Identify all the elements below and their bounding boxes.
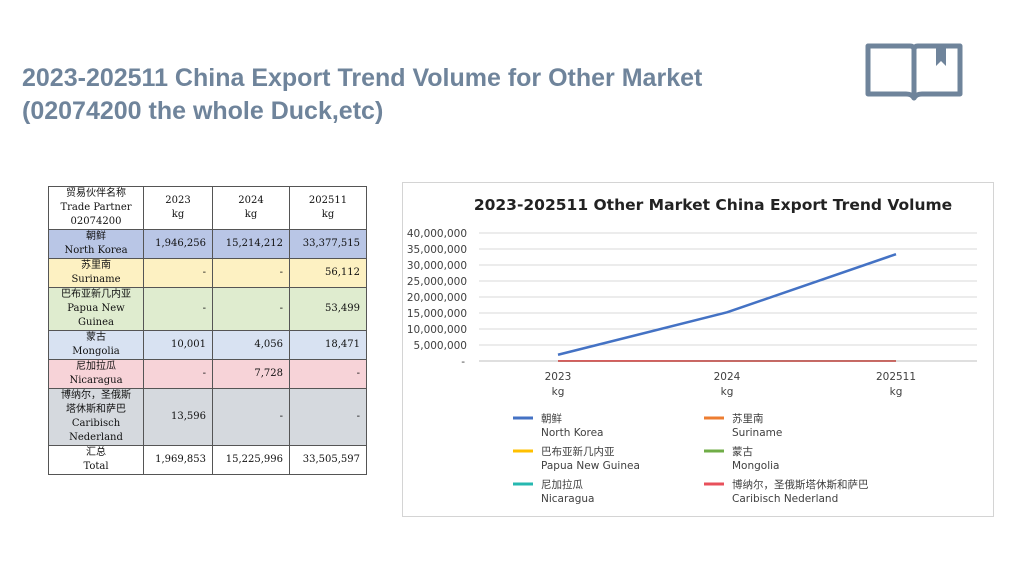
total-cell: 33,505,597 [289,445,367,475]
value-cell: 1,946,256 [143,229,213,259]
y-tick-label: 35,000,000 [407,244,467,256]
value-cell: - [289,388,367,446]
x-tick-label: 202511 [876,371,916,383]
y-tick-label: 15,000,000 [407,308,467,320]
partner-cell: 苏里南 Suriname [48,258,144,288]
value-cell: - [212,258,290,288]
legend-label-en: Caribisch Nederland [732,493,838,505]
header-partner: 贸易伙伴名称 Trade Partner 02074200 [48,186,144,230]
value-cell: 15,214,212 [212,229,290,259]
table-row: 尼加拉瓜 Nicaragua - 7,728 - [48,359,367,389]
series-line-0 [557,253,897,356]
partner-cell: 尼加拉瓜 Nicaragua [48,359,144,389]
x-tick-unit-label: kg [552,386,565,398]
y-tick-label: 20,000,000 [407,292,467,304]
table-row: 苏里南 Suriname - - 56,112 [48,258,367,288]
legend-label: 巴布亚新几内亚 [541,445,615,458]
legend-label-en: Papua New Guinea [541,460,640,472]
legend-label: 尼加拉瓜 [541,478,583,491]
table-row: 巴布亚新几内亚 Papua New Guinea - - 53,499 [48,287,367,331]
slide-title: 2023-202511 China Export Trend Volume fo… [22,62,882,128]
x-axis-ticks: 2023 kg 2024 kg 202511 kg [545,371,916,398]
y-tick-label: 25,000,000 [407,276,467,288]
chart-title: 2023-202511 Other Market China Export Tr… [474,196,952,214]
legend-label-en: Nicaragua [541,493,594,505]
legend-label-en: Mongolia [732,460,780,472]
legend-label-en: Suriname [732,427,782,439]
value-cell: 18,471 [289,330,367,360]
legend-label: 朝鲜 [541,412,562,425]
trade-table: 贸易伙伴名称 Trade Partner 02074200 2023 kg 20… [48,186,367,475]
legend-label-en: North Korea [541,427,603,439]
y-axis-ticks: - 5,000,000 10,000,000 15,000,000 20,000,000… [407,228,467,368]
chart-series [557,253,897,362]
value-cell: 13,596 [143,388,213,446]
value-cell: 10,001 [143,330,213,360]
value-cell: 56,112 [289,258,367,288]
partner-cell: 汇总 Total [48,445,144,475]
header-202511: 202511 kg [289,186,367,230]
value-cell: - [289,359,367,389]
chart-legend: 朝鲜 North Korea 苏里南 Suriname 巴布亚新几内亚 Papua New… [513,412,869,505]
value-cell: 4,056 [212,330,290,360]
table-row: 博纳尔，圣俄斯 塔休斯和萨巴 Caribisch Nederland 13,59… [48,388,367,446]
x-tick-label: 2023 [545,371,572,383]
value-cell: - [212,388,290,446]
value-cell: 33,377,515 [289,229,367,259]
chart-canvas: 2023-202511 Other Market China Export Tr… [407,196,977,505]
book-bookmark-icon [865,43,963,101]
legend-label: 苏里南 [732,412,764,425]
y-tick-label: 40,000,000 [407,228,467,240]
value-cell: - [143,287,213,331]
x-tick-unit-label: kg [721,386,734,398]
partner-cell: 朝鲜 North Korea [48,229,144,259]
value-cell: - [143,359,213,389]
value-cell: 7,728 [212,359,290,389]
y-tick-label: 30,000,000 [407,260,467,272]
value-cell: 53,499 [289,287,367,331]
value-cell: - [212,287,290,331]
slide-title-line-2: (02074200 the whole Duck,etc) [22,97,384,125]
legend-label: 博纳尔，圣俄斯塔休斯和萨巴 [732,478,869,491]
header-2024: 2024 kg [212,186,290,230]
partner-cell: 博纳尔，圣俄斯 塔休斯和萨巴 Caribisch Nederland [48,388,144,446]
value-cell: - [143,258,213,288]
legend-label: 蒙古 [732,445,753,458]
chart-grid [479,232,977,362]
y-tick-label: - [461,356,465,368]
x-tick-unit-label: kg [890,386,903,398]
table-total-row: 汇总 Total 1,969,853 15,225,996 33,505,597 [48,445,367,475]
table-header-row: 贸易伙伴名称 Trade Partner 02074200 2023 kg 20… [48,186,367,230]
table-row: 蒙古 Mongolia 10,001 4,056 18,471 [48,330,367,360]
y-tick-label: 5,000,000 [414,340,467,352]
header-2023: 2023 kg [143,186,213,230]
partner-cell: 蒙古 Mongolia [48,330,144,360]
total-cell: 15,225,996 [212,445,290,475]
x-tick-label: 2024 [714,371,741,383]
total-cell: 1,969,853 [143,445,213,475]
slide-title-line-1: 2023-202511 China Export Trend Volume fo… [22,64,703,92]
partner-cell: 巴布亚新几内亚 Papua New Guinea [48,287,144,331]
line-chart: 2023-202511 Other Market China Export Tr… [402,182,994,517]
table-row: 朝鲜 North Korea 1,946,256 15,214,212 33,3… [48,229,367,259]
y-tick-label: 10,000,000 [407,324,467,336]
